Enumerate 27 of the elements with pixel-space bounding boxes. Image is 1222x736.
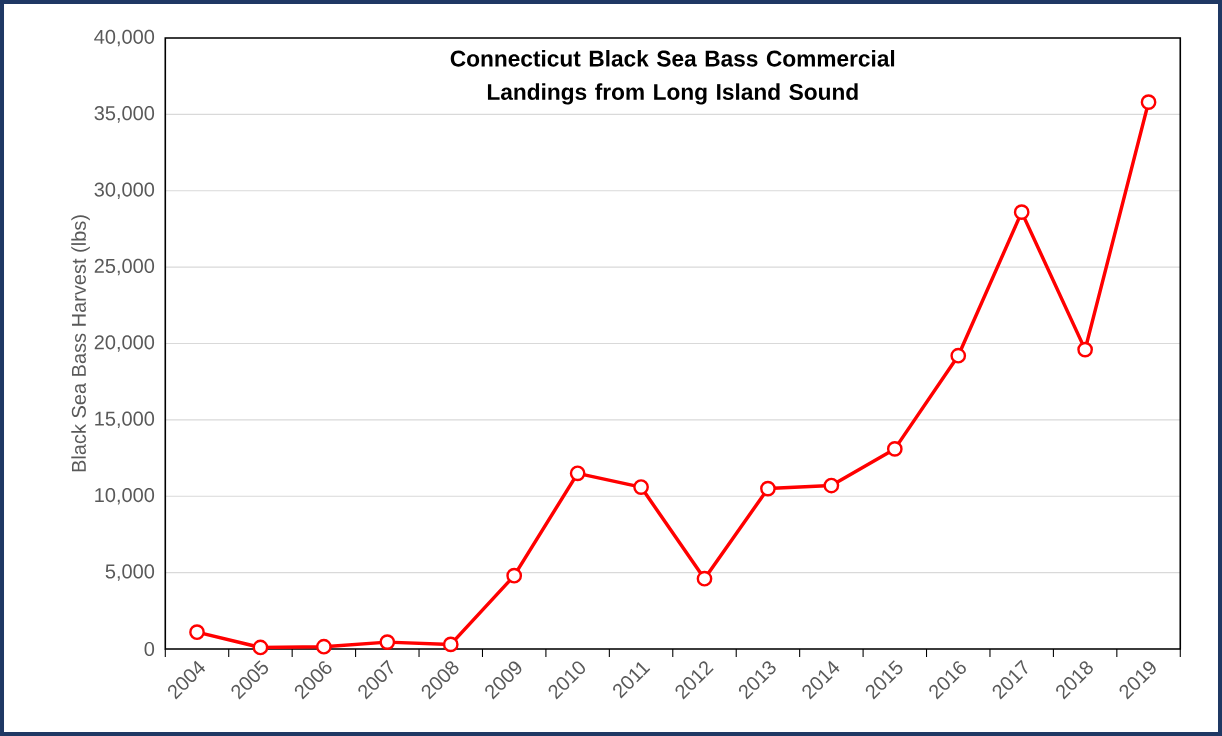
point	[696, 570, 713, 587]
text: Connecticut Black Sea Bass Commercial Landings from Long Island Sound	[450, 49, 895, 105]
y-tick-label: 10,000	[95, 487, 155, 505]
point	[316, 638, 332, 655]
point	[442, 636, 459, 653]
y-axis-title: Black Sea Bass Harvest (lbs)	[71, 215, 90, 472]
y-tick-label: 15,000	[95, 411, 155, 429]
point	[823, 477, 840, 494]
y-tick-label: 35,000	[94, 106, 155, 123]
point	[1077, 341, 1093, 358]
point	[1140, 94, 1157, 111]
point	[189, 624, 205, 641]
y-tick-label: 30,000	[94, 182, 155, 199]
point	[886, 441, 903, 457]
point	[950, 347, 967, 364]
y-tick-label: 40,000	[94, 29, 155, 47]
y-tick-label: 20,000	[94, 335, 155, 352]
y-tick-label: 5,000	[105, 564, 155, 581]
point	[506, 567, 523, 584]
point	[569, 465, 586, 482]
point	[379, 634, 396, 650]
point	[633, 479, 649, 495]
point	[1013, 204, 1030, 220]
y-tick-label: 25,000	[94, 258, 155, 276]
y-tick-label: 0	[144, 641, 155, 657]
point	[760, 480, 776, 497]
point	[252, 639, 269, 656]
